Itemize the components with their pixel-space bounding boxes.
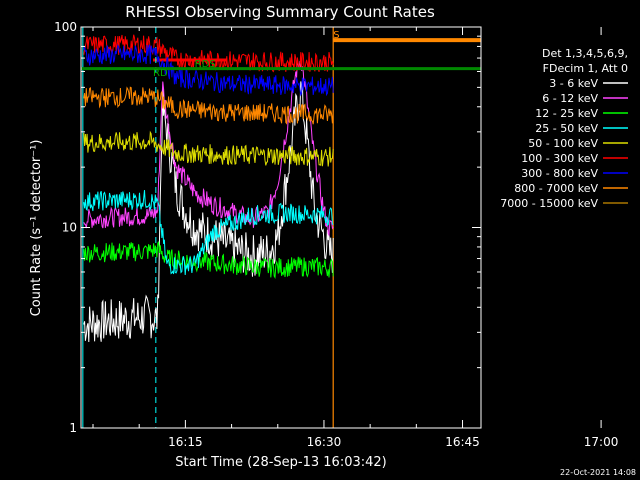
y-tick-label-1: 10 xyxy=(62,221,77,235)
legend-entry-label-7: 800 - 7000 keV xyxy=(514,182,598,195)
legend-title-line-0: Det 1,3,4,5,6,9, xyxy=(542,47,628,60)
series-line-2-0 xyxy=(83,241,334,279)
y-tick-label-2: 100 xyxy=(54,20,77,34)
x-axis-label: Start Time (28-Sep-13 16:03:42) xyxy=(175,455,386,470)
legend-entry-label-3: 25 - 50 keV xyxy=(535,122,598,135)
legend-entry-label-6: 300 - 800 keV xyxy=(521,167,598,180)
series-line-4-0 xyxy=(83,130,334,167)
legend-entry-label-8: 7000 - 15000 keV xyxy=(500,197,598,210)
flag-annotation-1: RDS xyxy=(195,59,216,70)
legend: Det 1,3,4,5,6,9, FDecim 1, Att 0 3 - 6 keV… xyxy=(500,47,628,210)
x-tick-label-3: 17:00 xyxy=(584,435,619,449)
legend-entry-label-4: 50 - 100 keV xyxy=(528,137,598,150)
series-line-1-0 xyxy=(83,59,334,237)
legend-entry-label-1: 6 - 12 keV xyxy=(542,92,598,105)
x-tick-label-2: 16:45 xyxy=(445,435,480,449)
timestamp: 22-Oct-2021 14:08 xyxy=(560,468,636,477)
x-tick-label-0: 16:15 xyxy=(168,435,203,449)
legend-entry-label-2: 12 - 25 keV xyxy=(535,107,598,120)
series-line-3-0 xyxy=(83,190,334,276)
legend-entry-label-0: 3 - 6 keV xyxy=(549,77,598,90)
legend-title-line-1: FDecim 1, Att 0 xyxy=(543,62,628,75)
legend-entry-label-5: 100 - 300 keV xyxy=(521,152,598,165)
y-axis-label: Count Rate (s⁻¹ detector⁻¹) xyxy=(29,140,44,317)
x-tick-label-1: 16:30 xyxy=(307,435,342,449)
chart-title: RHESSI Observing Summary Count Rates xyxy=(125,3,435,21)
flag-annotation-0: S xyxy=(333,30,339,41)
plot-area: S RDS RD xyxy=(80,26,482,429)
series-line-5-0 xyxy=(83,34,334,73)
y-tick-label-0: 1 xyxy=(69,421,77,435)
flag-annotation-2: RD xyxy=(153,68,168,79)
series-line-7-0 xyxy=(83,86,334,125)
series-line-6-0 xyxy=(83,43,334,97)
